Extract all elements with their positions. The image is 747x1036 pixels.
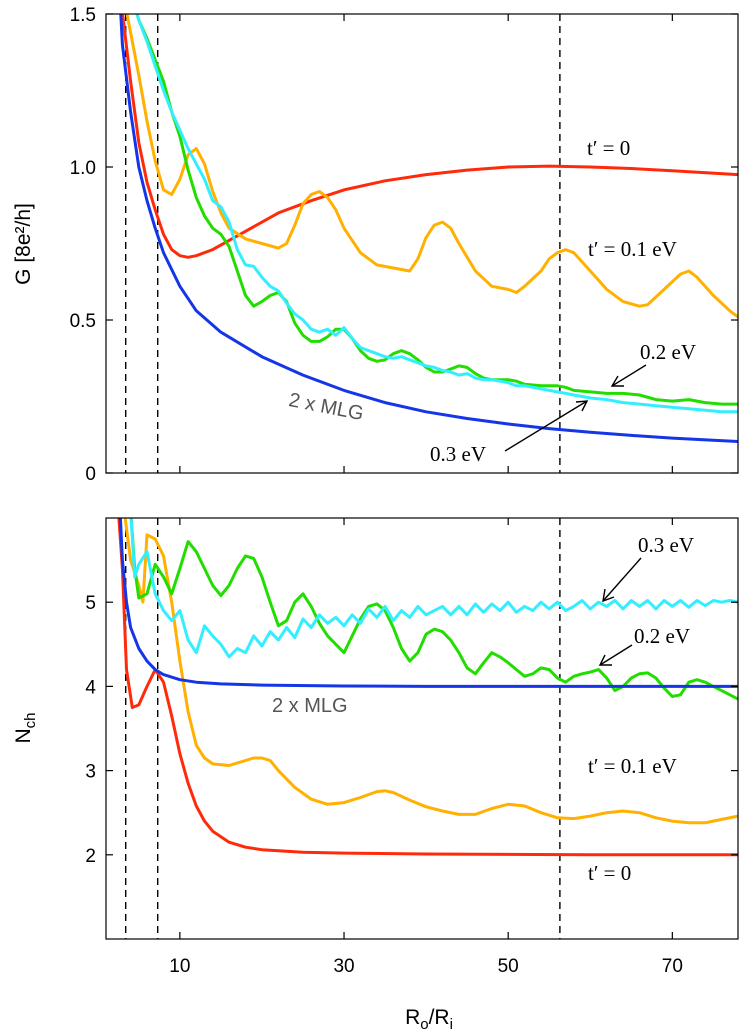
top-y-tick-label: 0.5 — [70, 311, 96, 332]
top-series-t0 — [121, 14, 738, 259]
top-series-t03 — [135, 14, 738, 414]
top-label-t02: 0.2 eV — [640, 340, 696, 364]
top-y-tick-label: 0 — [85, 464, 96, 485]
top-panel: 00.51.01.5 G [8e²/h] t′ = 0 t′ = 0.1 eV … — [12, 5, 739, 485]
top-ticks: 0 0.5 1.0 1.5 — [70, 5, 738, 485]
top-arrow-t03 — [504, 400, 589, 452]
bottom-series — [117, 518, 738, 857]
x-tick-label: 10 — [169, 956, 190, 977]
bottom-label-mlg: 2 x MLG — [272, 695, 348, 717]
top-reference-lines — [124, 14, 561, 473]
bottom-y-tick-label: 2 — [85, 846, 96, 867]
top-plot-frame — [105, 13, 739, 474]
top-y-axis-title: G [8e²/h] — [12, 203, 35, 285]
bottom-label-t01: t′ = 0.1 eV — [588, 754, 677, 778]
bottom-label-t02: 0.2 eV — [634, 624, 690, 648]
top-label-t0: t′ = 0 — [587, 136, 630, 160]
bottom-plot-frame — [105, 517, 739, 940]
top-label-t03: 0.3 eV — [430, 442, 486, 466]
bottom-series-t01 — [123, 518, 738, 825]
x-tick-label: 70 — [662, 956, 683, 977]
top-series — [119, 14, 738, 443]
top-arrow-t02 — [610, 364, 647, 387]
bottom-series-mlg — [118, 518, 738, 688]
bottom-label-t0: t′ = 0 — [588, 861, 631, 885]
bottom-panel: 2 3 4 5 10 30 50 70 Nch Ro/Ri 0.3 eV 0.2 eV 2 x… — [12, 517, 739, 1033]
bottom-arrow-t03 — [602, 557, 642, 603]
top-series-t01 — [125, 14, 738, 319]
bottom-y-axis-title: Nch — [12, 712, 39, 743]
top-y-tick-label: 1.5 — [70, 5, 96, 26]
bottom-arrow-t02 — [598, 644, 633, 666]
x-axis-title: Ro/Ri — [405, 1006, 453, 1033]
x-tick-label: 30 — [333, 956, 354, 977]
top-series-t02 — [135, 14, 738, 406]
bottom-series-t0 — [117, 518, 738, 857]
top-label-t01: t′ = 0.1 eV — [588, 237, 677, 261]
bottom-series-t03 — [129, 518, 738, 659]
top-series-mlg — [119, 14, 738, 443]
bottom-label-t03: 0.3 eV — [638, 533, 694, 557]
bottom-y-tick-label: 4 — [85, 677, 96, 698]
bottom-series-t02 — [129, 518, 738, 701]
bottom-ticks: 2 3 4 5 10 30 50 70 — [85, 518, 738, 977]
x-tick-label: 50 — [498, 956, 519, 977]
bottom-reference-lines — [124, 518, 561, 939]
bottom-y-tick-label: 3 — [85, 762, 96, 783]
top-y-tick-label: 1.0 — [70, 158, 96, 179]
bottom-y-tick-label: 5 — [85, 593, 96, 614]
